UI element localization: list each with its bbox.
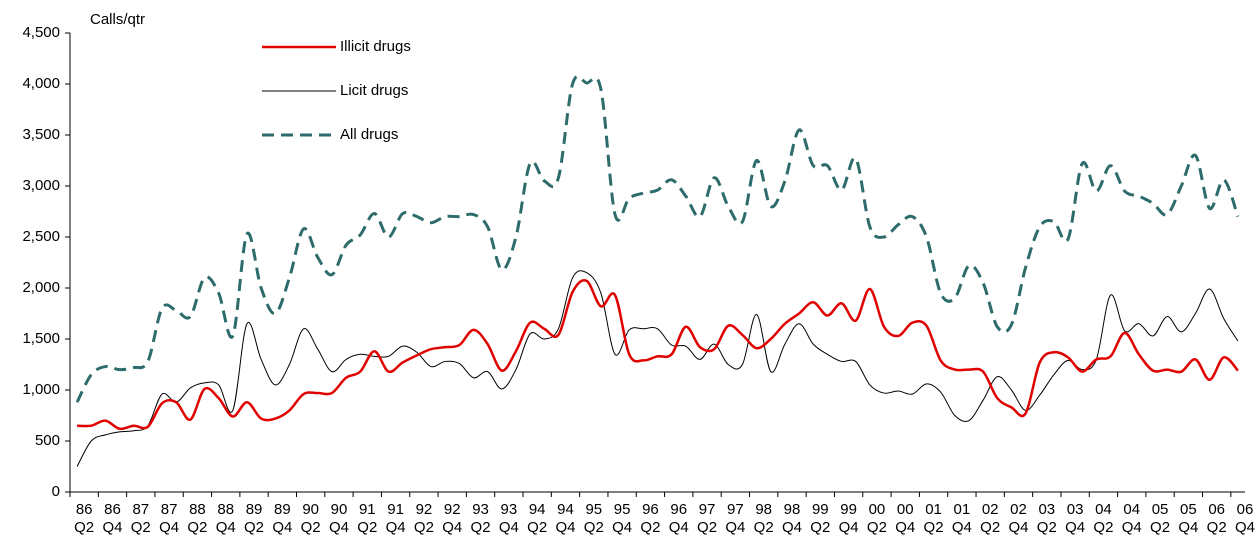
legend-label: Illicit drugs	[340, 38, 411, 55]
x-tick-label: 93 Q2	[471, 501, 491, 536]
x-tick-label: 96 Q2	[640, 501, 660, 536]
data-line	[75, 75, 1240, 403]
x-tick-label: 93 Q4	[499, 501, 519, 536]
x-tick-label: 00 Q2	[867, 501, 887, 536]
x-tick-label: 00 Q4	[895, 501, 915, 536]
x-tick-label: 02 Q2	[980, 501, 1000, 536]
x-tick-label: 87 Q2	[131, 501, 151, 536]
y-axis-label: Calls/qtr	[90, 11, 145, 28]
x-tick-label: 89 Q4	[272, 501, 292, 536]
x-tick-label: 01 Q2	[924, 501, 944, 536]
y-tick-label: 2,000	[22, 279, 60, 296]
x-tick-label: 88 Q4	[216, 501, 236, 536]
data-line	[77, 279, 1239, 431]
x-tick-label: 91 Q4	[386, 501, 406, 536]
x-tick-label: 89 Q2	[244, 501, 264, 536]
x-tick-label: 91 Q2	[357, 501, 377, 536]
y-tick-label: 3,500	[22, 126, 60, 143]
y-tick-label: 1,500	[22, 330, 60, 347]
x-tick-label: 95 Q2	[584, 501, 604, 536]
x-tick-label: 06 Q4	[1235, 501, 1255, 536]
x-tick-label: 90 Q2	[301, 501, 321, 536]
x-tick-label: 90 Q4	[329, 501, 349, 536]
x-tick-label: 98 Q4	[782, 501, 802, 536]
x-tick-label: 03 Q2	[1037, 501, 1057, 536]
x-tick-label: 05 Q4	[1178, 501, 1198, 536]
x-tick-label: 87 Q4	[159, 501, 179, 536]
y-tick-label: 500	[35, 432, 60, 449]
x-tick-label: 01 Q4	[952, 501, 972, 536]
x-tick-label: 94 Q4	[555, 501, 575, 536]
y-tick-label: 4,000	[22, 75, 60, 92]
x-tick-label: 03 Q4	[1065, 501, 1085, 536]
x-tick-label: 02 Q4	[1008, 501, 1028, 536]
x-tick-label: 96 Q4	[669, 501, 689, 536]
x-tick-label: 04 Q2	[1093, 501, 1113, 536]
y-tick-label: 2,500	[22, 228, 60, 245]
x-tick-label: 04 Q4	[1122, 501, 1142, 536]
x-tick-label: 98 Q2	[754, 501, 774, 536]
y-tick-label: 4,500	[22, 24, 60, 41]
x-tick-label: 95 Q4	[612, 501, 632, 536]
x-tick-label: 94 Q2	[527, 501, 547, 536]
y-tick-label: 3,000	[22, 177, 60, 194]
x-tick-label: 92 Q4	[442, 501, 462, 536]
x-tick-label: 97 Q4	[725, 501, 745, 536]
legend-label: Licit drugs	[340, 82, 408, 99]
data-line	[76, 270, 1239, 467]
legend-label: All drugs	[340, 126, 398, 143]
x-tick-label: 99 Q2	[810, 501, 830, 536]
x-tick-label: 92 Q2	[414, 501, 434, 536]
y-tick-label: 0	[52, 483, 60, 500]
x-tick-label: 06 Q2	[1207, 501, 1227, 536]
x-tick-label: 86 Q4	[102, 501, 122, 536]
x-tick-label: 97 Q2	[697, 501, 717, 536]
x-tick-label: 99 Q4	[839, 501, 859, 536]
x-tick-label: 86 Q2	[74, 501, 94, 536]
x-tick-label: 88 Q2	[187, 501, 207, 536]
x-tick-label: 05 Q2	[1150, 501, 1170, 536]
y-tick-label: 1,000	[22, 381, 60, 398]
